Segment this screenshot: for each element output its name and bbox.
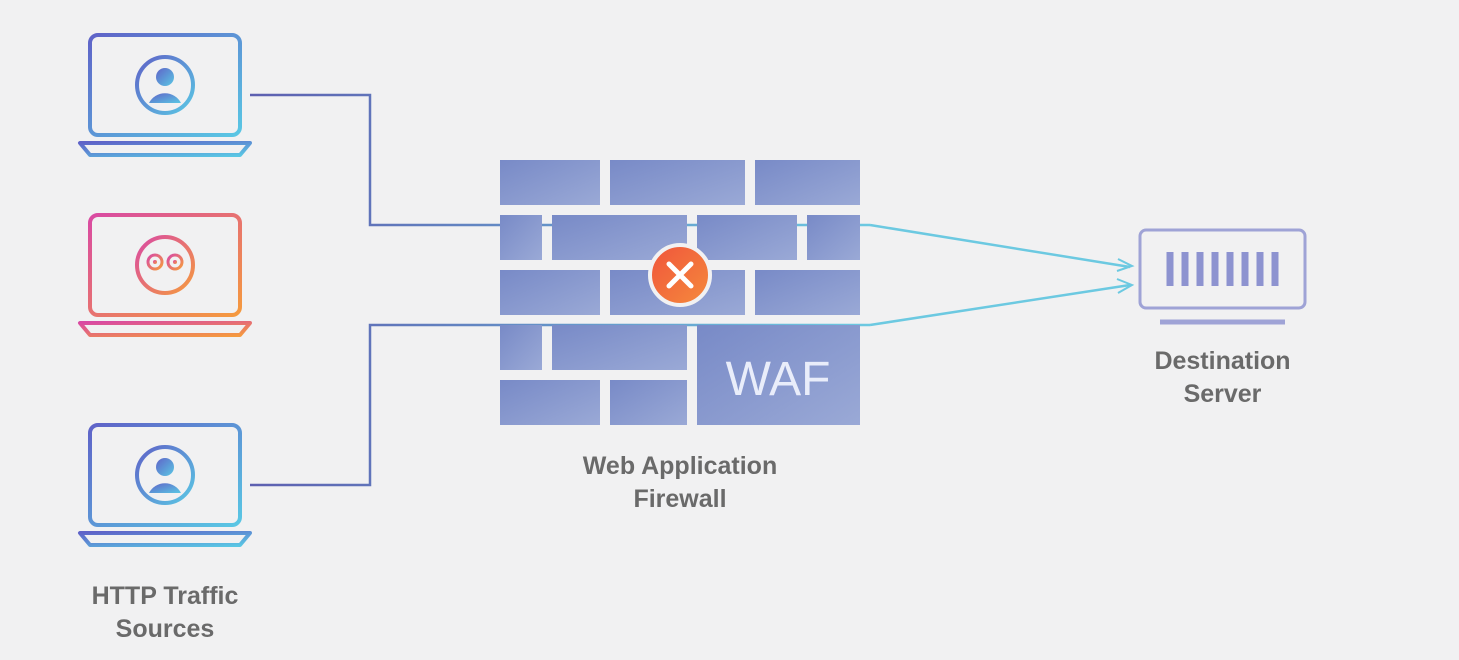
laptop-user-top [80,35,250,155]
block-icon [650,245,710,305]
user-icon [137,447,193,503]
destination-label: DestinationServer [1130,345,1315,410]
destination-server [1140,230,1305,322]
sources-label: HTTP TrafficSources [50,580,280,645]
waf-label: Web ApplicationFirewall [555,450,805,515]
bot-icon [137,237,193,293]
waf-badge-text: WAF [726,353,831,406]
laptop-user-bottom [80,425,250,545]
user-icon [137,57,193,113]
diagram-canvas: WAF [0,0,1459,660]
laptop-bot [80,215,250,335]
